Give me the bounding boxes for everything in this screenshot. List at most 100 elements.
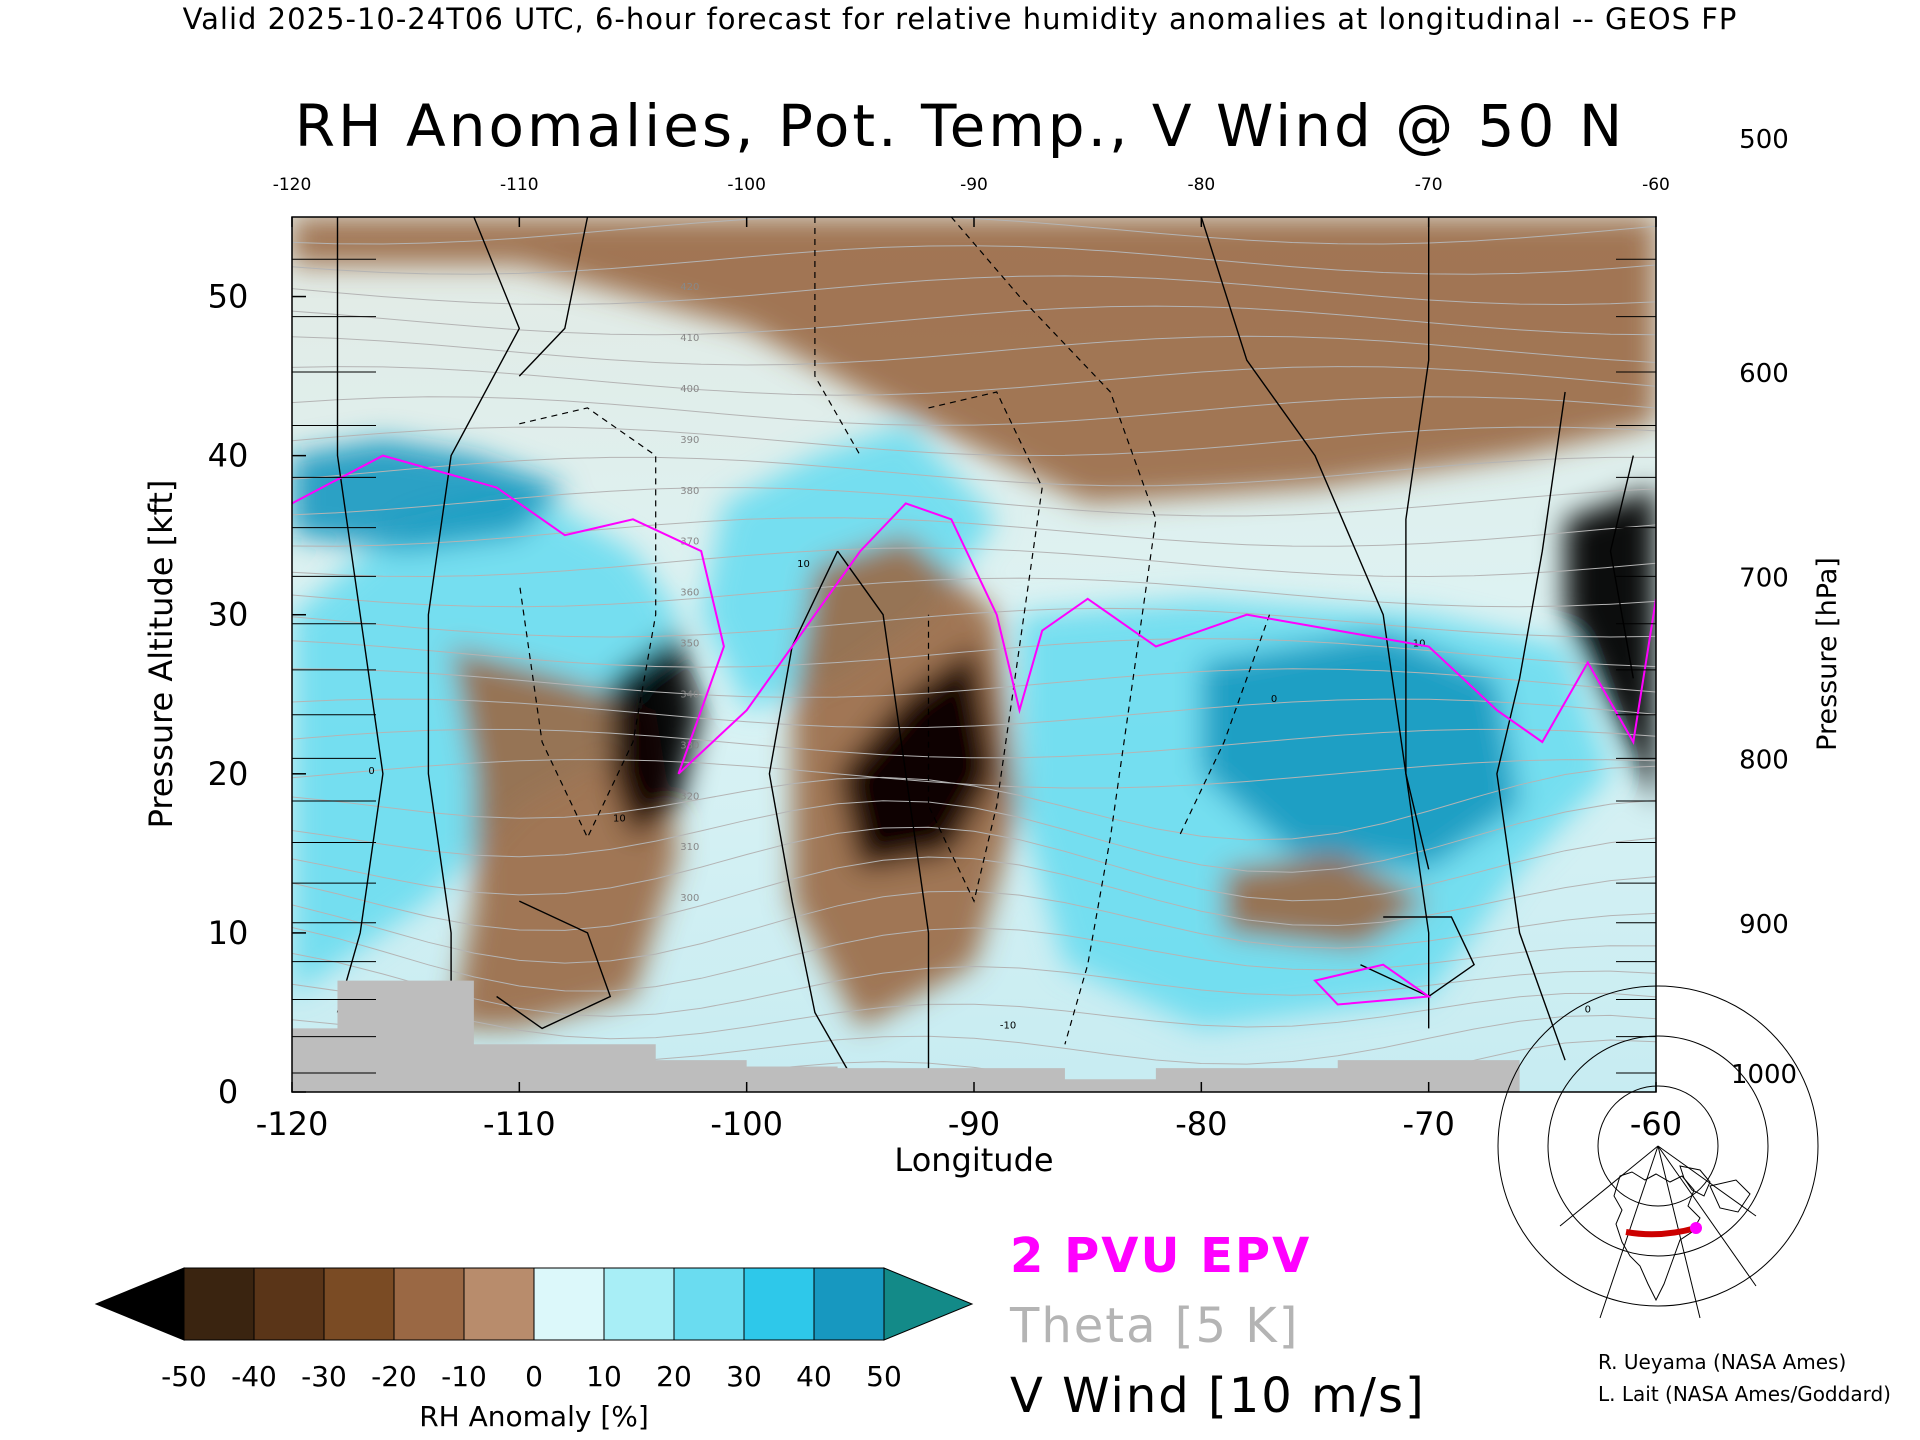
v-wind-contour xyxy=(518,217,589,377)
x-tick-label: -70 xyxy=(1403,1105,1455,1143)
v-wind-contour-negative xyxy=(927,391,1043,903)
theta-contour xyxy=(292,668,1656,698)
rh-region-very_dry xyxy=(610,630,702,838)
theta-contour xyxy=(292,826,1656,902)
colorbar-tick-label: 40 xyxy=(796,1360,832,1393)
rh-region-dry xyxy=(1224,853,1429,949)
colorbar-tick-label: 0 xyxy=(525,1360,543,1393)
v-wind-label: 10 xyxy=(613,814,626,825)
x-tick-label-top: -80 xyxy=(1187,175,1215,195)
colorbar-bin xyxy=(813,1267,885,1341)
colorbar-tick-label: 50 xyxy=(866,1360,902,1393)
v-wind-contour xyxy=(1405,217,1430,870)
x-tick-label: -80 xyxy=(1175,1105,1227,1143)
chart-title: RH Anomalies, Pot. Temp., V Wind @ 50 N xyxy=(294,92,1626,160)
pressure-tick-label: 600 xyxy=(1739,359,1789,389)
v-wind-contour xyxy=(496,900,612,1030)
colorbar-bin xyxy=(673,1267,745,1341)
v-wind-contour xyxy=(427,217,521,1013)
theta-contour xyxy=(292,638,1656,668)
pressure-tick-label: 500 xyxy=(1739,125,1789,155)
y-tick-label: 0 xyxy=(218,1073,238,1111)
terrain xyxy=(292,980,1520,1092)
colorbar-bin xyxy=(253,1267,325,1341)
theta-contour xyxy=(292,698,1656,729)
theta-contour xyxy=(292,765,1656,841)
v-wind-contour-negative xyxy=(518,407,657,839)
inset-map xyxy=(1497,985,1819,1319)
theta-contour xyxy=(292,607,1656,638)
theta-label: 390 xyxy=(680,435,699,446)
v-wind-contour-negative xyxy=(814,217,861,456)
rh-region-very_moist xyxy=(1201,630,1520,870)
theta-label: 400 xyxy=(680,384,699,395)
theta-contour xyxy=(292,366,1656,396)
credit-line-2: L. Lait (NASA Ames/Goddard) xyxy=(1598,1382,1891,1406)
rh-field-blurred xyxy=(292,217,1656,1029)
theta-label: 300 xyxy=(680,893,699,904)
colorbar-tick-label: -10 xyxy=(441,1360,487,1393)
y-axis-label-left: Pressure Altitude [kft] xyxy=(142,480,180,829)
rh-region-very_dry xyxy=(837,646,997,870)
theta-contour xyxy=(292,426,1656,457)
credit-line-1: R. Ueyama (NASA Ames) xyxy=(1598,1350,1847,1374)
colorbar-tick-label: 20 xyxy=(656,1360,692,1393)
theta-contour xyxy=(292,728,1656,759)
theta-contour xyxy=(292,577,1656,608)
rh-region-dry xyxy=(292,217,1656,504)
v-wind-label: 0 xyxy=(1585,1004,1591,1015)
theta-label: 320 xyxy=(680,791,699,802)
colorbar-over-arrow xyxy=(883,1267,974,1341)
theta-contour xyxy=(292,396,1656,426)
colorbar-bin xyxy=(463,1267,535,1341)
theta-contour xyxy=(292,799,1656,873)
axes: -120-120-110-110-100-100-90-90-80-80-70-… xyxy=(142,125,1843,1179)
v-wind-label: 0 xyxy=(1271,694,1277,705)
v-wind-contour xyxy=(1609,455,1634,679)
theta-label: 410 xyxy=(680,333,699,344)
colorbar-bin xyxy=(393,1267,465,1341)
v-wind-contour-negative xyxy=(950,217,1157,1045)
v-wind-label: -10 xyxy=(1000,1020,1016,1031)
v-wind-contour xyxy=(1496,391,1566,1061)
theta-contour xyxy=(292,487,1656,517)
colorbar: -50 -40 -30 -20 -10 0 10 20 30 40 50 RH Anomaly [%] xyxy=(94,1267,974,1433)
colorbar-tick-label: -30 xyxy=(301,1360,347,1393)
theta-contour xyxy=(292,759,1656,789)
theta-label: 310 xyxy=(680,842,699,853)
transect-marker xyxy=(1690,1222,1702,1234)
colorbar-tick-label: -50 xyxy=(161,1360,207,1393)
v-wind-label: 0 xyxy=(368,766,374,777)
y-axis-label-right: Pressure [hPa] xyxy=(1812,557,1843,751)
v-wind-contour xyxy=(1360,916,1475,998)
colorbar-under-arrow xyxy=(94,1267,185,1341)
legend-epv: 2 PVU EPV xyxy=(1010,1228,1312,1284)
theta-contour xyxy=(292,456,1656,487)
x-tick-label-top: -120 xyxy=(273,175,312,195)
colorbar-bin xyxy=(323,1267,395,1341)
x-axis-label: Longitude xyxy=(894,1141,1053,1179)
colorbar-tick-label: -40 xyxy=(231,1360,277,1393)
y-tick-label: 30 xyxy=(208,596,249,634)
colorbar-tick-label: -20 xyxy=(371,1360,417,1393)
y-tick-label: 10 xyxy=(208,914,249,952)
legend-theta: Theta [5 K] xyxy=(1010,1298,1300,1354)
v-wind-contour-negative xyxy=(1178,614,1271,838)
pressure-tick-label: 800 xyxy=(1739,745,1789,775)
plot-area: 300310320330340350360370380390400410420 … xyxy=(291,216,1657,1093)
x-tick-label-top: -60 xyxy=(1642,175,1670,195)
theta-label: 420 xyxy=(680,282,699,293)
x-tick-label: -100 xyxy=(710,1105,783,1143)
colorbar-bin xyxy=(533,1267,605,1341)
colorbar-bin xyxy=(183,1267,255,1341)
x-tick-label-top: -90 xyxy=(960,175,988,195)
legend-vwind: V Wind [10 m/s] xyxy=(1010,1368,1426,1424)
theta-label: 380 xyxy=(680,486,699,497)
theta-contour xyxy=(292,517,1656,547)
theta-label: 340 xyxy=(680,689,699,700)
rh-region-very_dry xyxy=(1565,487,1656,806)
header-line: Valid 2025-10-24T06 UTC, 6-hour forecast… xyxy=(182,2,1738,36)
y-tick-label: 50 xyxy=(208,278,249,316)
